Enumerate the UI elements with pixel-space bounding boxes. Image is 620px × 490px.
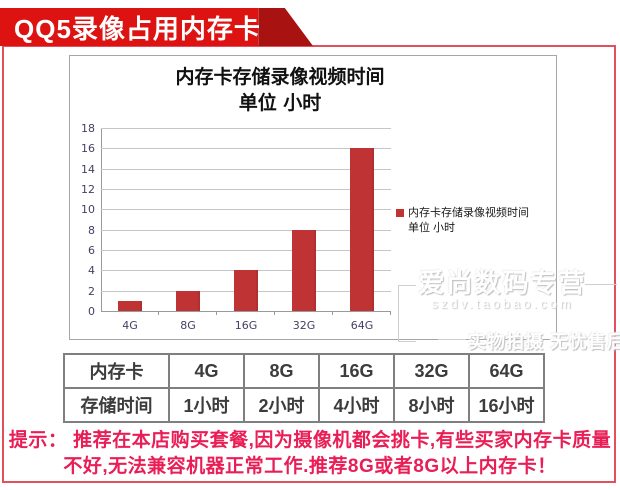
x-axis-tick-mark <box>332 311 333 315</box>
bar-64G <box>350 148 374 311</box>
storage-spec-table: 内存卡 4G 8G 16G 32G 64G 存储时间 1小时 2小时 4小时 8小时 16小时 <box>63 353 545 423</box>
y-axis-tick-label: 6 <box>88 244 95 257</box>
legend-swatch-icon <box>396 209 404 218</box>
x-axis-tick-label: 4G <box>122 319 138 332</box>
banner-title: QQ5录像占用内存卡 <box>14 13 261 44</box>
x-axis-tick-label: 32G <box>292 319 316 332</box>
y-axis-tick-label: 4 <box>88 264 95 278</box>
y-axis <box>101 128 102 311</box>
purchase-tip: 提示： 推荐在本店购买套餐,因为摄像机都会挑卡,有些买家内存卡质量 不好,无法兼… <box>0 428 620 480</box>
y-axis-tick-label: 16 <box>81 142 95 156</box>
table-cell: 存储时间 <box>63 387 170 423</box>
bar-16G <box>234 270 258 311</box>
table-cell: 4G <box>168 353 245 389</box>
table-cell: 8G <box>243 353 320 389</box>
bar-4G <box>118 300 142 311</box>
y-axis-tick-label: 8 <box>88 223 95 237</box>
plot-area: 0 2 4 6 8 10 12 14 16 18 4G 8G 16G 32G 64G <box>81 122 391 332</box>
x-axis-tick-mark <box>274 311 275 315</box>
legend-label-line2: 单位 小时 <box>408 222 456 234</box>
tip-line1: 提示： 推荐在本店购买套餐,因为摄像机都会挑卡,有些买家内存卡质量 <box>8 430 612 451</box>
y-axis-tick-label: 0 <box>88 305 95 318</box>
chart-title-line1: 内存卡存储录像视频时间 <box>175 66 385 88</box>
x-axis <box>101 311 391 312</box>
chart-title: 内存卡存储录像视频时间 单位 小时 <box>70 64 490 116</box>
table-cell: 1小时 <box>168 387 245 423</box>
table-cell: 16小时 <box>468 387 545 423</box>
x-axis-tick-label: 64G <box>350 319 374 332</box>
banner: QQ5录像占用内存卡 <box>0 8 261 46</box>
bar-chart: 内存卡存储录像视频时间 单位 小时 0 2 4 6 8 10 12 14 16 18 4G 8G 16G… <box>69 55 557 340</box>
table-cell: 16G <box>318 353 395 389</box>
y-axis-tick-label: 2 <box>88 284 95 298</box>
table-cell: 64G <box>468 353 545 389</box>
table-cell: 2小时 <box>243 387 320 423</box>
table-cell: 8小时 <box>393 387 470 423</box>
gridline <box>101 229 391 231</box>
table-row: 内存卡 4G 8G 16G 32G 64G <box>63 353 545 389</box>
bar-8G <box>176 290 200 311</box>
gridline <box>101 148 391 150</box>
bar-32G <box>292 229 316 311</box>
gridline <box>101 189 391 190</box>
table-cell: 内存卡 <box>63 353 170 389</box>
gridline <box>101 250 391 251</box>
x-axis-tick-label: 16G <box>234 319 258 332</box>
x-axis-tick-label: 8G <box>180 319 196 332</box>
gridline <box>101 168 391 170</box>
legend-label-line1: 内存卡存储录像视频时间 <box>408 207 529 219</box>
y-axis-tick-label: 12 <box>81 183 95 196</box>
x-axis-tick-mark <box>390 311 391 315</box>
chart-title-line2: 单位 小时 <box>238 92 322 114</box>
x-axis-tick-mark <box>216 311 217 315</box>
y-axis-tick-label: 18 <box>81 122 95 135</box>
chart-legend: 内存卡存储录像视频时间 单位 小时 <box>396 206 554 236</box>
gridline <box>101 209 391 211</box>
table-cell: 4小时 <box>318 387 395 423</box>
gridline <box>101 128 391 129</box>
y-axis-tick-label: 10 <box>81 203 95 217</box>
tip-line2: 不好,无法兼容机器正常工作.推荐8G或者8G以上内存卡！ <box>63 456 557 477</box>
x-axis-tick-mark <box>158 311 159 315</box>
y-axis-tick-label: 14 <box>81 162 95 176</box>
table-row: 存储时间 1小时 2小时 4小时 8小时 16小时 <box>63 387 545 423</box>
table-cell: 32G <box>393 353 470 389</box>
